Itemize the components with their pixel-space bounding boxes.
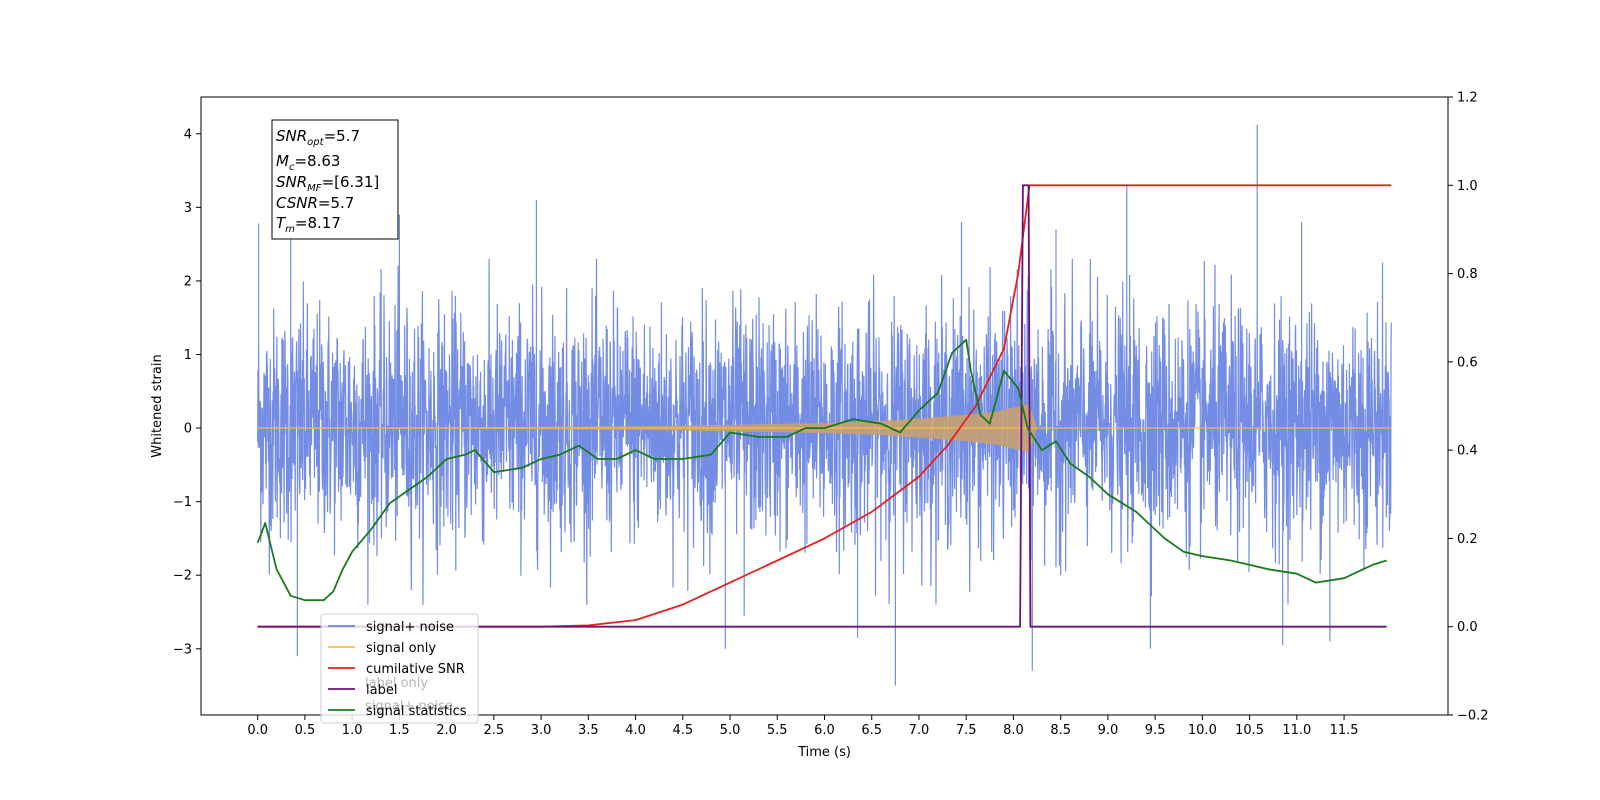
legend-item-label: cumilative SNR: [366, 662, 465, 677]
info-snr-opt: SNRopt=5.7: [276, 127, 360, 148]
x-tick-label: 4.0: [625, 723, 646, 738]
x-tick-label: 7.5: [956, 723, 977, 738]
x-tick-label: 11.5: [1330, 723, 1359, 738]
y-tick-label: −2: [173, 569, 192, 584]
info-snr-opt-sub: opt: [307, 137, 324, 148]
x-tick-label: 10.5: [1235, 723, 1264, 738]
x-tick-label: 8.0: [1003, 723, 1024, 738]
info-csnr-base: CSNR: [276, 194, 318, 212]
info-mc-value: =8.63: [294, 152, 340, 170]
series-signal-noise-line: [257, 125, 1392, 686]
info-csnr: CSNR=5.7: [276, 194, 354, 212]
info-mc-sub: c: [289, 162, 295, 173]
hidden-legend-text-2: signal+ noise: [365, 699, 453, 714]
x-tick-label: 5.0: [720, 723, 741, 738]
x-tick-label: 3.5: [578, 723, 599, 738]
axes: 0.0 0.5 1.0 1.5 2.0 2.5 3.0 3.5 4.0 4.5 5.0 5.5 6.0 6…: [150, 91, 1489, 761]
y-tick-label: −1: [173, 495, 192, 510]
info-mc: Mc=8.63: [276, 152, 340, 173]
info-tm: Tm=8.17: [276, 214, 341, 235]
legend: label only signal+ noise signal+ noisesi…: [320, 613, 479, 724]
y-axis-label: Whitened strain: [150, 354, 165, 457]
info-snr-mf: SNRMF=[6.31]: [276, 173, 379, 194]
x-tick-label: 2.0: [436, 723, 457, 738]
x-tick-label: 2.5: [484, 723, 505, 738]
y-tick-label: 4: [184, 127, 192, 142]
plot-series: [256, 125, 1392, 686]
legend-item-label: label: [366, 683, 397, 698]
y2-tick-label: 0.6: [1457, 355, 1478, 370]
info-tm-base: T: [276, 214, 287, 232]
y-tick-label: 3: [184, 201, 192, 216]
info-csnr-value: =5.7: [318, 194, 354, 212]
y-tick-label: 1: [184, 348, 192, 363]
y2-tick-label: 0.2: [1457, 532, 1478, 547]
info-snr-opt-value: =5.7: [324, 127, 360, 145]
x-tick-label: 4.5: [672, 723, 693, 738]
x-axis-label: Time (s): [797, 745, 851, 760]
x-tick-label: 6.0: [814, 723, 835, 738]
y-tick-label: 2: [184, 274, 192, 289]
series-signal-statistics-line: [256, 338, 1387, 602]
y2-tick-label: 0.0: [1457, 620, 1478, 635]
hidden-legend-text-1: label only: [365, 676, 428, 691]
info-snr-mf-base: SNR: [276, 173, 307, 191]
legend-item-label: signal+ noise: [366, 620, 454, 635]
info-snr-opt-base: SNR: [276, 127, 307, 145]
x-tick-label: 3.0: [531, 723, 552, 738]
info-mc-base: M: [276, 152, 289, 170]
x-tick-label: 1.5: [389, 723, 410, 738]
x-tick-label: 7.0: [909, 723, 930, 738]
legend-item-label: signal statistics: [366, 704, 467, 719]
info-tm-sub: m: [285, 224, 295, 235]
y2-tick-label: 1.2: [1457, 91, 1478, 106]
y-tick-label: 0: [184, 422, 192, 437]
x-tick-label: 8.5: [1050, 723, 1071, 738]
y2-tick-label: −0.2: [1457, 709, 1489, 724]
x-tick-label: 5.5: [767, 723, 788, 738]
info-snr-mf-value: =[6.31]: [322, 173, 380, 191]
x-tick-label: 9.5: [1145, 723, 1166, 738]
y2-tick-label: 1.0: [1457, 179, 1478, 194]
x-tick-label: 6.5: [861, 723, 882, 738]
x-tick-label: 11.0: [1282, 723, 1311, 738]
x-tick-label: 0.5: [295, 723, 316, 738]
x-tick-label: 0.0: [247, 723, 268, 738]
info-box: SNRopt=5.7 Mc=8.63 SNRMF=[6.31] CSNR=5.7…: [271, 119, 399, 240]
info-snr-mf-sub: MF: [307, 183, 322, 194]
x-tick-label: 1.0: [342, 723, 363, 738]
series-label-line: [257, 184, 1387, 628]
x-tick-label: 10.0: [1188, 723, 1217, 738]
legend-item-label: signal only: [366, 641, 436, 656]
info-tm-value: =8.17: [295, 214, 341, 232]
x-tick-label: 9.0: [1098, 723, 1119, 738]
y2-tick-label: 0.8: [1457, 267, 1478, 282]
plot-area: [256, 125, 1392, 686]
y-tick-label: −3: [173, 642, 192, 657]
y2-tick-label: 0.4: [1457, 444, 1478, 459]
